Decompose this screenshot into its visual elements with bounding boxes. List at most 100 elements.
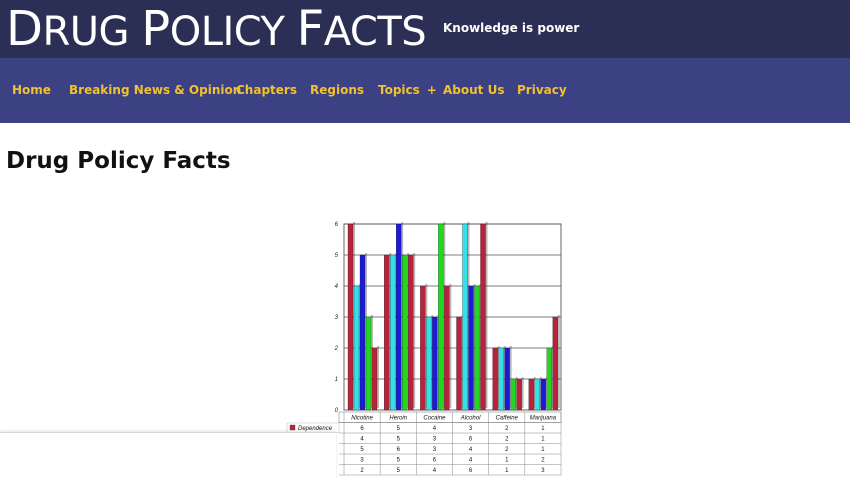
bar — [510, 378, 516, 411]
bar — [528, 378, 534, 411]
bar — [390, 254, 396, 411]
page-title: Drug Policy Facts — [6, 148, 231, 174]
table-cell-value: 5 — [397, 437, 401, 443]
table-cell-value: 2 — [360, 468, 364, 474]
bar — [371, 347, 378, 411]
bar — [384, 254, 390, 411]
bar-side — [521, 377, 524, 408]
bar — [468, 285, 474, 411]
category-label: Heroin — [389, 416, 407, 422]
nav-item-topics-label: Topics — [378, 83, 420, 97]
category-label: Caffeine — [496, 416, 519, 422]
category-label: Marijuana — [530, 416, 557, 422]
table-cell-value: 5 — [397, 468, 401, 474]
table-cell-value: 5 — [397, 458, 401, 464]
nav-item-regions[interactable]: Regions — [310, 83, 365, 97]
table-cell-value: 2 — [541, 458, 545, 464]
y-tick-label: 6 — [335, 222, 339, 228]
bar — [420, 285, 426, 411]
y-tick-label: 4 — [335, 284, 339, 290]
bar — [480, 223, 486, 411]
table-cell-value: 3 — [541, 468, 545, 474]
bar-side — [557, 315, 560, 408]
bar — [365, 316, 372, 411]
table-cell-value: 4 — [469, 458, 473, 464]
legend-swatch — [289, 424, 296, 431]
bar — [444, 285, 450, 411]
bar-side — [449, 284, 452, 408]
bar-side — [377, 346, 379, 408]
bar — [504, 347, 510, 411]
bar — [540, 378, 546, 411]
table-cell-value: 3 — [360, 458, 364, 464]
nav-item-privacy[interactable]: Privacy — [517, 83, 567, 97]
main-nav: Home Breaking News & Opinion Chapters Re… — [0, 58, 850, 123]
nav-item-topics[interactable]: Topics + — [378, 83, 437, 97]
table-cell-value: 4 — [433, 426, 437, 432]
bar — [546, 347, 552, 411]
site-title-part: RUG — [42, 9, 142, 55]
bar — [498, 347, 504, 411]
legend-label: Dependence — [298, 426, 333, 432]
site-title[interactable]: DRUG POLICY FACTS — [6, 1, 427, 59]
category-label: Nicotine — [351, 416, 373, 422]
site-tagline: Knowledge is power — [443, 21, 580, 35]
category-label: Alcohol — [460, 416, 481, 422]
table-cell-value: 2 — [505, 426, 509, 432]
bar — [492, 347, 498, 411]
bar-side — [485, 222, 488, 408]
table-cell-value: 3 — [433, 447, 437, 453]
bar — [426, 316, 432, 411]
table-cell-value: 3 — [433, 437, 437, 443]
nav-item-home[interactable]: Home — [12, 83, 51, 97]
table-cell-value: 2 — [505, 447, 509, 453]
y-tick-label: 2 — [334, 346, 339, 352]
bar — [552, 316, 558, 411]
bar-chart: 0 1 2 3 4 5 6 Nicotine Heroin Cocaine Alcohol Caffe… — [286, 222, 562, 476]
bar — [402, 254, 408, 411]
table-cell-value: 5 — [360, 447, 364, 453]
bar — [534, 378, 540, 411]
bar — [462, 223, 468, 411]
bar — [516, 378, 522, 411]
table-cell-value: 4 — [433, 468, 437, 474]
bar — [438, 223, 444, 411]
y-tick-label: 1 — [335, 377, 338, 383]
table-cell-value: 6 — [433, 458, 437, 464]
bar — [456, 316, 462, 411]
site-title-part: ACTS — [323, 9, 427, 55]
nav-item-chapters[interactable]: Chapters — [236, 83, 297, 97]
site-title-part: OLICY — [169, 9, 297, 55]
plus-icon[interactable]: + — [426, 83, 437, 97]
bar — [408, 254, 414, 411]
nav-item-about-us[interactable]: About Us — [443, 83, 505, 97]
bar — [474, 285, 480, 411]
table-cell-value: 6 — [397, 447, 401, 453]
y-tick-label: 0 — [335, 408, 339, 414]
table-cell-value: 1 — [541, 447, 545, 453]
table-cell-value: 4 — [360, 437, 364, 443]
bar — [353, 285, 360, 411]
table-cell-value: 1 — [541, 437, 545, 443]
site-header: DRUG POLICY FACTS Knowledge is power — [0, 0, 850, 58]
table-cell-value: 2 — [505, 437, 509, 443]
site-title-part: P — [141, 1, 170, 57]
nav-item-breaking-news[interactable]: Breaking News & Opinion — [69, 83, 242, 97]
table-cell-value: 5 — [397, 426, 401, 432]
table-cell-value: 6 — [469, 468, 473, 474]
table-cell-value: 1 — [505, 458, 509, 464]
table-cell-value: 6 — [469, 437, 473, 443]
table-cell-value: 1 — [505, 468, 509, 474]
category-label: Cocaine — [423, 416, 446, 422]
site-title-part: D — [6, 1, 43, 57]
bar — [432, 316, 438, 411]
y-tick-label: 5 — [335, 253, 339, 259]
bar — [359, 254, 366, 411]
bar-side — [413, 253, 416, 408]
bar — [396, 223, 402, 411]
table-cell-value: 6 — [360, 426, 364, 432]
site-title-part: F — [296, 1, 325, 57]
overlay-panel — [0, 432, 336, 479]
y-tick-label: 3 — [335, 315, 339, 321]
bar — [347, 223, 354, 411]
